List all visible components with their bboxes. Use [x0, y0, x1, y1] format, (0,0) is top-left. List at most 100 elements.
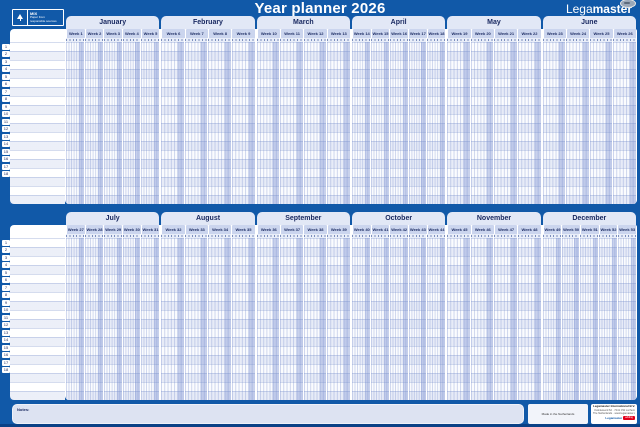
- row-number-chip: 11: [2, 314, 10, 321]
- day-numbers-strip: [103, 38, 122, 42]
- made-in-text: Made in the Netherlands: [541, 412, 575, 416]
- month-tab-june: June: [542, 16, 636, 29]
- grid-group-april: [351, 42, 446, 204]
- legamaster-logo: Legamaster: [566, 0, 636, 15]
- row-number-chip: 16: [2, 352, 10, 358]
- day-numbers-strip: [327, 38, 350, 42]
- week-grid-column: [232, 42, 255, 204]
- day-numbers-strip: [103, 234, 122, 238]
- week-grid-column: [122, 238, 141, 400]
- week-group-january: Week 1 Week 2 Week 3 Week 4 Week 5: [65, 29, 160, 38]
- week-header-cell: Week 20: [471, 29, 494, 38]
- week-grid-column: [408, 238, 427, 400]
- grid-group-january: [65, 42, 160, 204]
- made-in-box: Made in the Netherlands: [528, 404, 588, 424]
- week-grid-column: [84, 238, 103, 400]
- week-header-cell: Week 39: [327, 225, 350, 234]
- row-number-chip: 15: [2, 148, 10, 155]
- week-group-september: Week 36 Week 37 Week 38 Week 39: [255, 225, 351, 234]
- day-numbers-strip: [618, 234, 636, 238]
- row-number-chip: 14: [2, 337, 10, 343]
- week-header-cell: Week 31: [141, 225, 160, 234]
- week-grid-column: [494, 238, 518, 400]
- grid-group-august: [160, 238, 255, 400]
- week-header-cell: Week 4: [123, 29, 141, 38]
- week-header-cell: Week 15: [371, 29, 390, 38]
- page-title: Year planner 2026: [254, 0, 386, 17]
- week-header-cell: Week 48: [518, 225, 541, 234]
- week-header-cell: Week 32: [162, 225, 185, 234]
- notes-box: Notes:: [12, 404, 524, 424]
- day-numbers-strip: [518, 38, 541, 42]
- row-number-chip: 1: [2, 239, 10, 246]
- week-grid-column: [618, 238, 636, 400]
- row-number-chip: 3: [2, 58, 10, 65]
- day-numbers-strip: [494, 234, 518, 238]
- fsc-line: Paper from: [30, 15, 45, 19]
- day-numbers-strip: [208, 234, 232, 238]
- day-numbers-strip: [303, 234, 327, 238]
- day-numbers-strip: [370, 38, 389, 42]
- day-group-april: [351, 38, 446, 42]
- week-grid-column: [542, 42, 566, 204]
- week-grid-column: [256, 238, 280, 400]
- month-tab-december: December: [542, 212, 636, 225]
- week-grid-column: [447, 238, 470, 400]
- fsc-tree-icon: [13, 10, 28, 25]
- fsc-text: MIX Paper from responsible sources: [28, 11, 63, 24]
- day-numbers-strip: [256, 38, 280, 42]
- week-header-cell: Week 53: [618, 225, 636, 234]
- day-numbers-strip: [389, 38, 408, 42]
- week-grid-column: [256, 42, 280, 204]
- grid-group-february: [160, 42, 255, 204]
- row-number-chip: 2: [2, 51, 10, 57]
- fsc-line: MIX: [30, 11, 38, 16]
- day-numbers-strip: [542, 38, 566, 42]
- week-header-cell: Week 3: [104, 29, 123, 38]
- row-number-chip: 8: [2, 292, 10, 298]
- row-number-strip: 1 2 3 4 5 6 7 8 9 10 11 12 13 14 15 16 17 18: [2, 225, 10, 400]
- writing-column: [10, 225, 65, 400]
- row-number-chip: 15: [2, 344, 10, 351]
- week-group-july: Week 27 Week 28 Week 29 Week 30 Week 31: [65, 225, 160, 234]
- grid-group-december: [542, 238, 637, 400]
- row-number-chip: 11: [2, 118, 10, 125]
- day-numbers-strip: [280, 234, 303, 238]
- row-number-chip: 16: [2, 156, 10, 162]
- month-tab-october: October: [351, 212, 446, 225]
- month-tab-august: August: [161, 212, 255, 225]
- week-grid-column: [542, 238, 561, 400]
- week-group-may: Week 19 Week 20 Week 21 Week 22: [446, 29, 541, 38]
- day-numbers-strip: [447, 38, 470, 42]
- week-header-cell: Week 1: [67, 29, 85, 38]
- grid-group-september: [256, 238, 351, 400]
- day-group-february: [160, 38, 255, 42]
- day-numbers-strip: [427, 38, 446, 42]
- company-name: Legamaster International B.V.: [593, 405, 635, 408]
- day-numbers-strip: [470, 234, 494, 238]
- week-grid-column: [208, 42, 232, 204]
- day-numbers-strip: [141, 38, 160, 42]
- week-grid-column: [427, 238, 446, 400]
- week-grid-column: [303, 238, 327, 400]
- week-grid-column: [389, 42, 408, 204]
- week-header-cell: Week 46: [471, 225, 494, 234]
- week-grid-column: [280, 238, 303, 400]
- week-header-cell: Week 14: [352, 29, 371, 38]
- week-header-cell: Week 44: [427, 225, 446, 234]
- day-numbers-strip: [122, 38, 141, 42]
- week-grid-column: [566, 42, 589, 204]
- month-tab-may: May: [447, 16, 541, 29]
- week-header-cell: Week 19: [448, 29, 471, 38]
- day-group-august: [160, 234, 255, 238]
- week-grid-column: [141, 42, 160, 204]
- row-number-chip: 12: [2, 126, 10, 132]
- day-group-july: [65, 234, 160, 238]
- week-grid-column: [161, 238, 184, 400]
- grid-group-may: [446, 42, 541, 204]
- week-grid-column: [66, 238, 84, 400]
- row-number-chip: 2: [2, 247, 10, 253]
- week-grid-column: [518, 238, 541, 400]
